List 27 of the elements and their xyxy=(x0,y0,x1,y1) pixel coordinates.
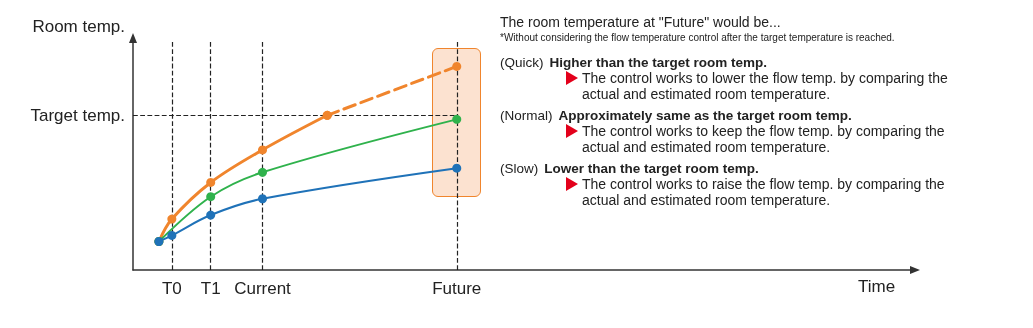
x-tick-label: Future xyxy=(432,279,482,298)
point xyxy=(258,194,267,204)
point xyxy=(452,163,462,173)
annotation: The control works to raise the flow temp. by comparing the actual and estimated room temperature. xyxy=(581,176,946,208)
x-tick-label: T0 xyxy=(161,279,182,298)
point xyxy=(206,177,216,187)
annotation: (Slow) Lower than the target room temp. xyxy=(500,161,759,176)
annotation: The control works to lower the flow temp. by comparing the actual and estimated room temperature. xyxy=(581,70,949,102)
y-axis-title: Room temp. xyxy=(32,17,125,36)
point xyxy=(258,145,267,155)
x-tick-label: T1 xyxy=(200,279,221,298)
text: *Without considering the flow temperature control after the target temperature is reached. xyxy=(500,32,896,43)
point xyxy=(206,210,216,220)
point xyxy=(322,110,332,120)
point xyxy=(452,114,462,124)
annotation: (Normal) Approximately same as the target room temp. xyxy=(500,108,852,123)
x-tick-label: Current xyxy=(234,279,292,298)
point xyxy=(452,61,462,71)
point xyxy=(206,192,216,202)
annotation: The control works to keep the flow temp. by comparing the actual and estimated room temperature. xyxy=(581,123,946,155)
text: The room temperature at "Future" would be... xyxy=(500,14,782,30)
point xyxy=(167,230,177,240)
annotation: (Quick) Higher than the target room temp. xyxy=(500,55,768,70)
ref-line-label: Target temp. xyxy=(30,105,125,125)
x-axis-title: Time xyxy=(858,277,896,296)
point xyxy=(167,214,177,224)
point xyxy=(258,167,267,177)
